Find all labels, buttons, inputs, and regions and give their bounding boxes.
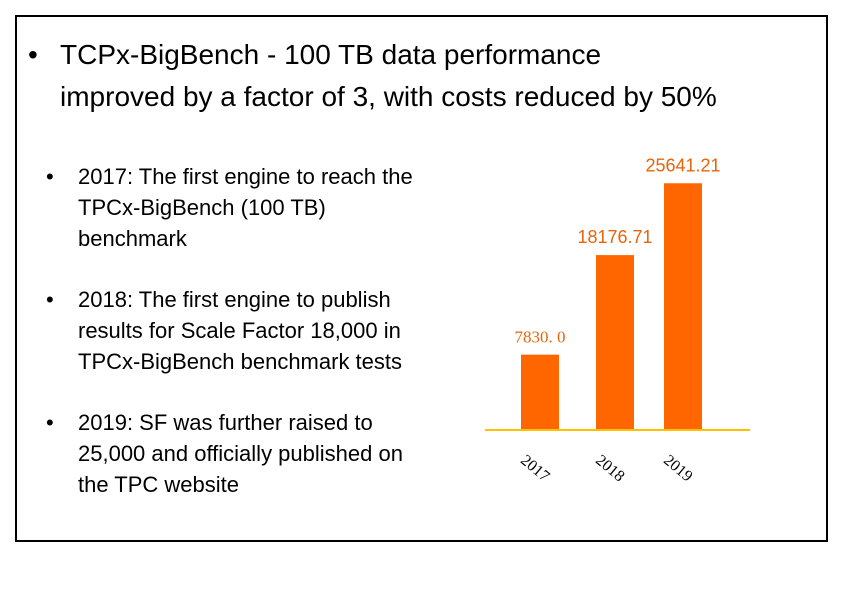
x-tick-label-2018: 2018 bbox=[592, 452, 627, 486]
milestone-text: 2019: SF was further raised to 25,000 an… bbox=[78, 407, 403, 500]
milestone-2018: • 2018: The first engine to publish resu… bbox=[42, 284, 482, 377]
milestone-2019: • 2019: SF was further raised to 25,000 … bbox=[42, 407, 482, 500]
milestone-line: 25,000 and officially published on bbox=[78, 441, 403, 466]
x-tick-label-2019: 2019 bbox=[660, 452, 695, 486]
headline-bullet: • bbox=[28, 39, 38, 70]
data-label-2018: 18176.71 bbox=[577, 227, 652, 247]
milestone-list: • 2017: The first engine to reach the TP… bbox=[42, 161, 482, 530]
x-tick-label-2017: 2017 bbox=[517, 452, 552, 486]
bar-2018 bbox=[596, 255, 634, 430]
milestone-line: benchmark bbox=[78, 226, 187, 251]
milestone-line: TPCx-BigBench (100 TB) bbox=[78, 195, 326, 220]
data-label-2019: 25641.21 bbox=[645, 155, 720, 175]
headline-text: TCPx-BigBench - 100 TB data performance … bbox=[60, 34, 717, 118]
milestone-text: 2018: The first engine to publish result… bbox=[78, 284, 402, 377]
bar-2017 bbox=[521, 354, 559, 430]
headline-line-1: TCPx-BigBench - 100 TB data performance bbox=[60, 39, 602, 70]
data-label-2017: 7830. 0 bbox=[515, 328, 566, 347]
milestone-line: 2019: SF was further raised to bbox=[78, 410, 373, 435]
headline: • TCPx-BigBench - 100 TB data performanc… bbox=[28, 34, 828, 118]
milestone-line: the TPC website bbox=[78, 472, 240, 497]
milestone-bullet: • bbox=[46, 164, 54, 189]
milestone-line: 2018: The first engine to publish bbox=[78, 287, 391, 312]
milestone-line: results for Scale Factor 18,000 in bbox=[78, 318, 401, 343]
milestone-2017: • 2017: The first engine to reach the TP… bbox=[42, 161, 482, 254]
milestone-line: TPCx-BigBench benchmark tests bbox=[78, 349, 403, 374]
bar-2019 bbox=[664, 183, 702, 430]
milestone-text: 2017: The first engine to reach the TPCx… bbox=[78, 161, 413, 254]
milestone-bullet: • bbox=[46, 410, 54, 435]
bar-chart: 7830. 0 2017 18176.71 2018 25641.21 2019 bbox=[485, 155, 750, 486]
headline-line-2: improved by a factor of 3, with costs re… bbox=[60, 81, 717, 112]
milestone-bullet: • bbox=[46, 287, 54, 312]
milestone-line: 2017: The first engine to reach the bbox=[78, 164, 413, 189]
